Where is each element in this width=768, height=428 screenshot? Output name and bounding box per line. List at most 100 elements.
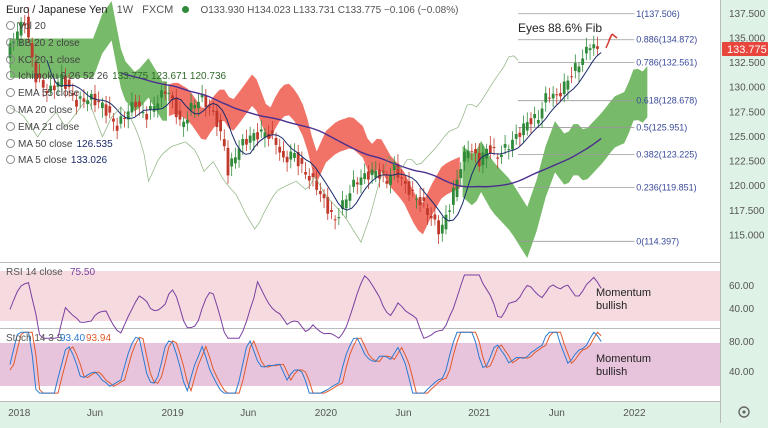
- stoch-band: [0, 343, 720, 386]
- y-tick-label: 122.500: [729, 157, 766, 168]
- visibility-eye-icon[interactable]: [6, 88, 15, 98]
- candle-body: [451, 187, 455, 205]
- legend-row[interactable]: EMA 21 close: [6, 121, 79, 133]
- candle-body: [577, 66, 581, 73]
- y-tick-label: 115.000: [729, 230, 765, 241]
- interval[interactable]: 1W: [116, 4, 134, 16]
- visibility-eye-icon[interactable]: [6, 71, 15, 81]
- candle-body: [485, 148, 489, 159]
- candle-body: [429, 215, 433, 219]
- legend-row[interactable]: Vol 20: [6, 21, 46, 32]
- candle-body: [500, 154, 503, 158]
- exchange: FXCM: [142, 4, 174, 16]
- visibility-eye-icon[interactable]: [6, 54, 15, 64]
- candle-body: [555, 94, 559, 96]
- candle-body: [311, 173, 315, 178]
- candle-body: [19, 21, 23, 36]
- ichimoku-cloud: [10, 1, 168, 121]
- stoch-k-line: [9, 331, 602, 394]
- visibility-eye-icon[interactable]: [6, 138, 15, 148]
- gear-icon[interactable]: [738, 406, 750, 418]
- candle-body: [134, 101, 138, 108]
- candle-body: [230, 158, 234, 167]
- stoch-label: Stoch 14 3 3: [6, 333, 63, 344]
- candle-body: [396, 163, 400, 178]
- candle-body: [592, 44, 596, 49]
- visibility-eye-icon[interactable]: [6, 37, 15, 47]
- candle-body: [459, 169, 463, 179]
- rsi-note-line2: bullish: [596, 300, 627, 312]
- rsi-note-line1: Momentum: [596, 287, 651, 299]
- candle-body: [315, 180, 319, 190]
- candle-body: [422, 197, 426, 201]
- candle-body: [270, 130, 274, 134]
- candle-body: [222, 139, 226, 147]
- legend-row[interactable]: BB 20 2 close: [6, 37, 80, 49]
- fib-level-label: 0.786(132.561): [636, 57, 697, 67]
- candle-body: [89, 94, 93, 100]
- candle-body: [326, 197, 330, 214]
- candle-body: [330, 209, 333, 212]
- candle-body: [518, 132, 522, 137]
- visibility-eye-icon[interactable]: [6, 155, 15, 165]
- rsi-label: RSI 14 close: [6, 267, 63, 278]
- candle-body: [584, 46, 588, 54]
- ma5-line: [46, 52, 602, 222]
- candle-body: [370, 169, 374, 176]
- candle-body: [245, 138, 248, 145]
- candle-body: [97, 100, 101, 103]
- visibility-eye-icon[interactable]: [6, 121, 15, 131]
- candle-body: [304, 171, 307, 175]
- chart-header: Euro / Japanese Yen 1W FXCM O133.930 H13…: [6, 4, 464, 16]
- candle-body: [45, 91, 49, 94]
- candle-body: [366, 171, 370, 180]
- rsi-line: [9, 274, 602, 339]
- fib-level-label: 0.236(119.851): [636, 183, 696, 193]
- candle-body: [115, 125, 119, 131]
- ohlc-readout: O133.930 H134.023 L133.731 C133.775 −0.1…: [200, 5, 459, 16]
- candle-body: [274, 137, 278, 145]
- candle-body: [141, 112, 145, 114]
- candle-body: [418, 196, 422, 206]
- legend-value: 126.535: [76, 138, 113, 150]
- visibility-eye-icon[interactable]: [6, 105, 15, 114]
- candle-body: [540, 108, 544, 119]
- candle-body: [108, 106, 112, 113]
- y-tick-label: 125.000: [729, 132, 766, 143]
- legend-row[interactable]: MA 20 close: [6, 105, 72, 116]
- candle-body: [359, 177, 363, 185]
- y-tick-label: 117.500: [729, 206, 765, 217]
- candle-body: [415, 198, 418, 200]
- candle-body: [374, 171, 378, 178]
- candle-body: [233, 157, 237, 164]
- x-tick-label: 2022: [623, 408, 646, 419]
- lagging-span-line: [9, 55, 519, 244]
- candle-body: [156, 103, 160, 110]
- legend-row[interactable]: MA 5 close 133.026: [6, 155, 107, 166]
- candle-body: [470, 151, 474, 153]
- ichimoku-cloud: [168, 74, 460, 235]
- candle-body: [440, 224, 444, 234]
- candle-body: [71, 93, 75, 96]
- legend-row[interactable]: Ichimoku 9 26 52 26 133.775 123.671 120.7…: [6, 71, 226, 82]
- candle-body: [149, 105, 152, 111]
- legend-label: Ichimoku 9 26 52 26: [18, 71, 109, 83]
- legend-row[interactable]: KC 20 1 close: [6, 54, 80, 66]
- candle-body: [596, 46, 599, 49]
- candle-body: [152, 106, 156, 112]
- candle-body: [407, 181, 411, 195]
- candle-body: [392, 162, 396, 171]
- visibility-eye-icon[interactable]: [6, 21, 15, 30]
- legend-label: MA 50 close: [18, 138, 73, 150]
- candle-body: [525, 122, 529, 131]
- candle-body: [171, 95, 174, 99]
- stoch-tick-40: 40.00: [729, 367, 754, 378]
- legend-row[interactable]: EMA 55 close: [6, 88, 79, 99]
- candle-body: [174, 98, 178, 118]
- candle-body: [119, 116, 123, 124]
- candle-body: [182, 121, 186, 127]
- candle-body: [49, 85, 53, 92]
- legend-row[interactable]: MA 50 close 126.535: [6, 138, 113, 150]
- candle-body: [259, 129, 263, 132]
- symbol-name[interactable]: Euro / Japanese Yen: [6, 4, 108, 16]
